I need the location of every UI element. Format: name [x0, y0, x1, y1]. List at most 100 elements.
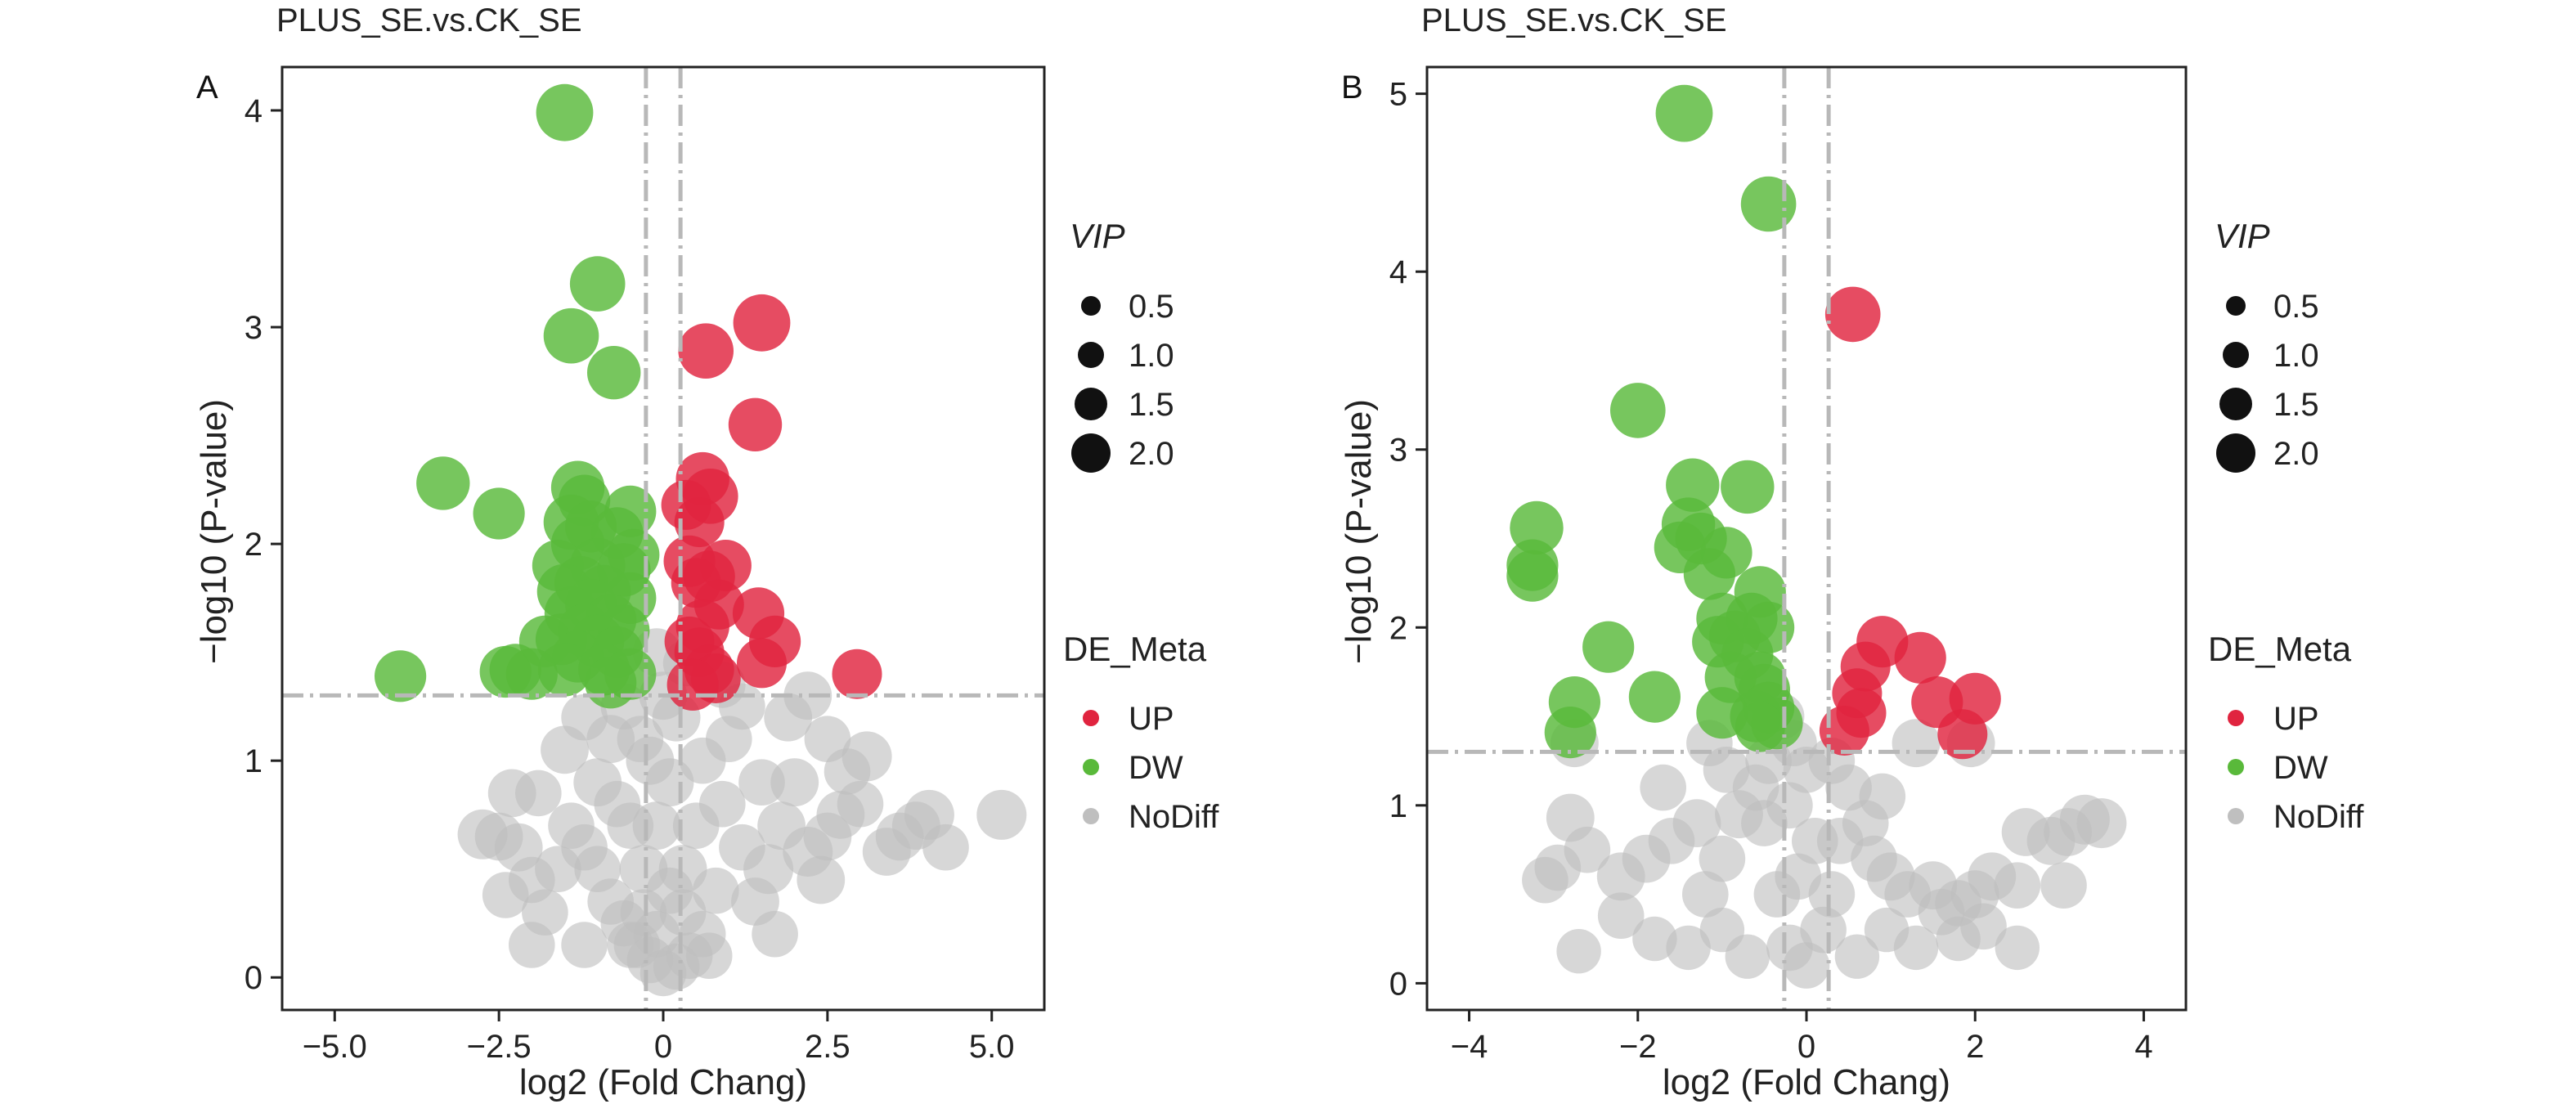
data-point-nodiff [1766, 782, 1813, 829]
data-point-nodiff [1725, 934, 1770, 979]
data-point-nodiff [2040, 862, 2087, 909]
color-legend-label: NoDiff [2273, 799, 2364, 835]
data-point-nodiff [1522, 856, 1568, 904]
color-legend-dot [1083, 710, 1099, 726]
data-point-nodiff [1775, 853, 1821, 900]
y-axis-title: −log10 (P-value) [1339, 399, 1379, 664]
data-point-dw [1582, 621, 1635, 673]
data-point-dw [569, 256, 626, 312]
x-tick-label: 4 [2134, 1029, 2152, 1065]
data-point-dw [1666, 458, 1720, 512]
size-legend-label: 1.5 [1129, 387, 1174, 423]
legend: VIP 0.5 1.0 1.5 2.0 DE_Meta UP DW NoDiff [1063, 217, 1219, 835]
size-legend-label: 1.0 [1129, 338, 1174, 374]
size-legend-label: 2.0 [2273, 436, 2319, 472]
data-point-nodiff [797, 855, 846, 904]
data-point-nodiff [457, 809, 508, 859]
data-point-nodiff [594, 780, 641, 828]
data-point-nodiff [1995, 925, 2040, 971]
data-point-dw [375, 650, 427, 702]
size-legend-dot [1075, 388, 1107, 420]
color-legend-dot [2228, 759, 2244, 775]
data-point-nodiff [862, 828, 911, 876]
y-tick-label: 1 [1389, 788, 1407, 824]
data-point-nodiff [1682, 871, 1729, 918]
data-point-dw [1655, 84, 1713, 142]
data-point-nodiff [824, 748, 871, 795]
data-point-nodiff [1766, 924, 1813, 972]
data-point-nodiff [482, 872, 529, 918]
data-point-dw [1628, 671, 1681, 723]
data-point-dw [1610, 383, 1666, 438]
data-point-dw [536, 83, 594, 141]
data-point-dw [1544, 707, 1596, 759]
color-legend-label: DW [1129, 750, 1183, 786]
data-point-nodiff [607, 922, 654, 968]
data-point-dw [587, 346, 641, 400]
x-tick-label: −2 [1619, 1029, 1657, 1065]
data-point-nodiff [1596, 852, 1645, 901]
size-legend: 0.5 1.0 1.5 2.0 [2216, 289, 2319, 473]
x-tick-label: −4 [1451, 1029, 1488, 1065]
size-legend-dot [1081, 296, 1101, 316]
x-tick-label: 0 [654, 1029, 672, 1065]
size-legend-label: 2.0 [1129, 436, 1174, 472]
y-tick-label: 3 [245, 310, 263, 346]
data-point-nodiff [672, 802, 720, 849]
y-axis-title: −log10 (P-value) [194, 399, 234, 664]
data-point-nodiff [1556, 929, 1601, 974]
data-point-nodiff [679, 737, 726, 784]
y-tick-label: 0 [1389, 966, 1407, 1002]
panel-label: B [1341, 70, 1363, 105]
color-legend-label: UP [1129, 701, 1174, 737]
data-point-nodiff [770, 758, 819, 807]
data-point-nodiff [752, 910, 798, 958]
x-tick-label: −2.5 [467, 1029, 532, 1065]
data-point-dw [1735, 702, 1785, 752]
data-point-dw [1721, 460, 1775, 514]
size-legend-dot [2223, 342, 2249, 368]
size-legend-title: VIP [1070, 217, 1125, 255]
color-legend-dot [1083, 808, 1099, 824]
x-axis-title: log2 (Fold Chang) [1663, 1062, 1950, 1102]
size-legend-label: 1.0 [2273, 338, 2319, 374]
data-point-dw [1696, 687, 1748, 739]
color-legend-dot [1083, 759, 1099, 775]
size-legend: 0.5 1.0 1.5 2.0 [1071, 289, 1174, 473]
data-point-nodiff [1632, 916, 1677, 962]
data-point-nodiff [2001, 808, 2050, 856]
color-legend-label: NoDiff [1129, 799, 1219, 835]
data-point-nodiff [1703, 747, 1750, 793]
y-tick-label: 1 [245, 743, 263, 779]
y-tick-label: 3 [1389, 433, 1407, 469]
data-point-dw [1740, 176, 1797, 232]
data-point-nodiff [1666, 925, 1711, 971]
data-point-nodiff [1699, 835, 1746, 882]
data-point-nodiff [561, 922, 608, 968]
data-point-nodiff [548, 802, 595, 849]
data-point-nodiff [1834, 934, 1880, 979]
data-point-nodiff [1960, 903, 2007, 950]
color-legend-dot [2228, 808, 2244, 824]
data-points [1506, 84, 2127, 989]
y-tick-label: 5 [1389, 77, 1407, 113]
color-legend-label: DW [2273, 750, 2328, 786]
panel-b: PLUS_SE.vs.CK_SE B −4 −2 0 2 4 0 1 2 3 4 5 log2 (F… [1339, 2, 2364, 1102]
data-point-nodiff [1792, 818, 1838, 864]
data-point-dw [1683, 548, 1735, 600]
data-point-dw [543, 307, 599, 364]
x-tick-label: 2 [1966, 1029, 1984, 1065]
data-point-nodiff [757, 801, 806, 850]
axes: −5.0 −2.5 0 2.5 5.0 0 1 2 3 4 [245, 65, 1046, 1065]
data-point-nodiff [1994, 862, 2041, 909]
axes: −4 −2 0 2 4 0 1 2 3 4 5 [1389, 65, 2188, 1065]
size-legend-label: 0.5 [1129, 289, 1174, 325]
data-point-dw [585, 657, 637, 709]
data-point-nodiff [783, 671, 832, 720]
data-point-nodiff [617, 716, 664, 762]
data-points [375, 83, 1027, 997]
data-point-nodiff [976, 789, 1027, 840]
data-point-nodiff [515, 770, 562, 817]
data-point-nodiff [1597, 892, 1645, 939]
data-point-nodiff [1864, 907, 1910, 953]
